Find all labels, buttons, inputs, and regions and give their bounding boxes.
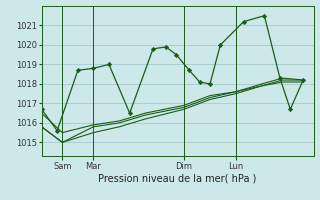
X-axis label: Pression niveau de la mer( hPa ): Pression niveau de la mer( hPa ) — [99, 173, 257, 183]
